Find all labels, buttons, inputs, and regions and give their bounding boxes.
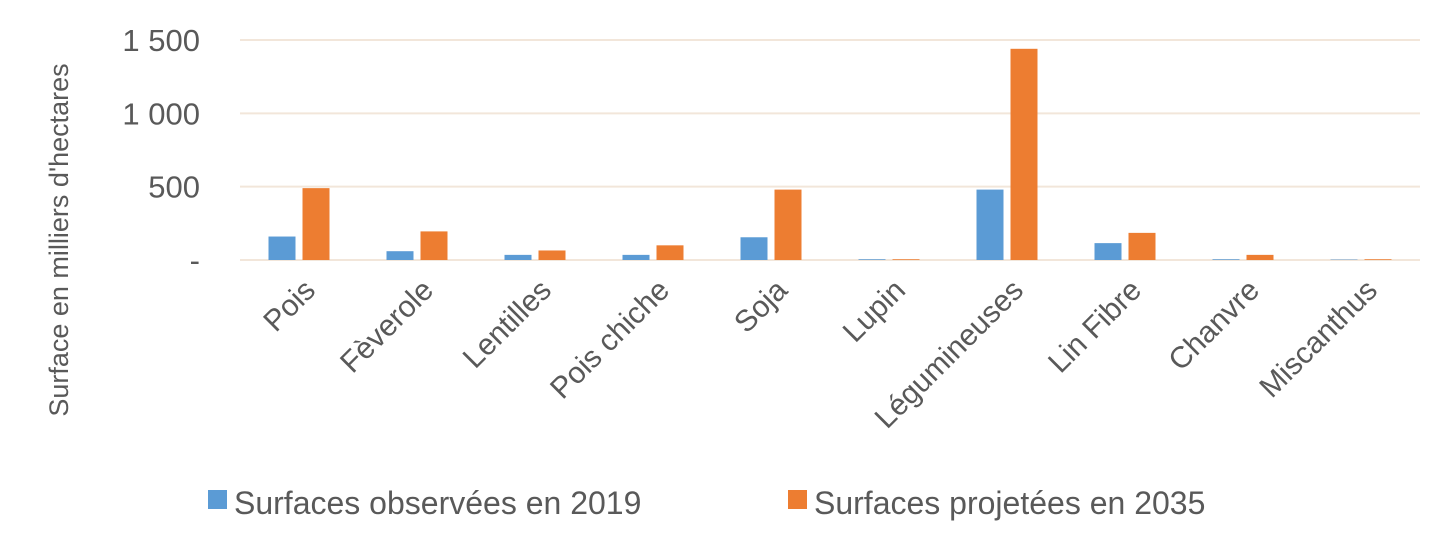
bar-2019-7	[1094, 243, 1122, 260]
x-category-label: Lentilles	[457, 274, 558, 375]
y-axis-ticks: - 500 1 000 1 500	[122, 23, 200, 278]
bar-2019-6	[976, 189, 1004, 260]
legend: Surfaces observées en 2019 Surfaces proje…	[208, 485, 1205, 521]
bar-2035-9	[1364, 259, 1392, 260]
y-tick-label: 1 000	[122, 96, 200, 131]
bar-2019-0	[268, 236, 296, 260]
bars	[268, 48, 1392, 260]
bar-2035-5	[892, 259, 920, 260]
bar-2035-1	[420, 231, 448, 260]
x-category-label: Pois	[257, 274, 322, 339]
bar-2019-2	[504, 254, 532, 260]
bar-2035-4	[774, 189, 802, 260]
bar-2035-8	[1246, 254, 1274, 260]
legend-swatch	[788, 490, 807, 509]
x-category-label: Pois chiche	[544, 274, 676, 406]
x-category-label: Fèverole	[334, 274, 440, 380]
bar-2035-0	[302, 188, 330, 260]
bar-2019-3	[622, 254, 650, 260]
gridlines	[240, 39, 1420, 261]
x-category-label: Chanvre	[1162, 274, 1266, 378]
legend-swatch	[208, 490, 227, 509]
bar-2019-5	[858, 259, 886, 260]
x-category-label: Lin Fibre	[1042, 274, 1148, 380]
y-tick-label: 500	[148, 170, 200, 205]
bar-2035-6	[1010, 48, 1038, 260]
x-category-label: Soja	[728, 273, 794, 339]
bar-2035-3	[656, 245, 684, 260]
bar-2035-2	[538, 250, 566, 260]
y-tick-label: -	[190, 243, 200, 278]
bar-2035-7	[1128, 232, 1156, 260]
legend-label: Surfaces projetées en 2035	[814, 485, 1205, 521]
bar-2019-8	[1212, 259, 1240, 260]
legend-label: Surfaces observées en 2019	[234, 485, 641, 521]
bar-2019-4	[740, 237, 768, 260]
y-tick-label: 1 500	[122, 23, 200, 58]
x-category-label: Miscanthus	[1253, 274, 1384, 405]
bar-2019-1	[386, 251, 414, 260]
y-axis-label: Surface en milliers d'hectares	[44, 63, 74, 416]
x-category-label: Lupin	[837, 274, 912, 349]
